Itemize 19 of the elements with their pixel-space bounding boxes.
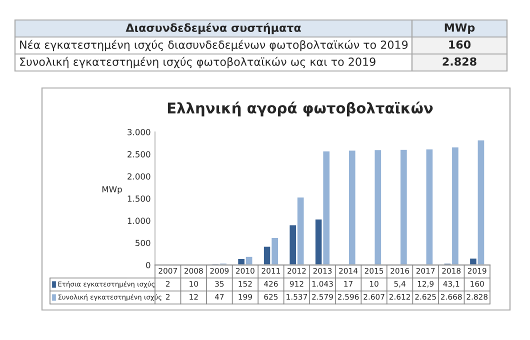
text: MWp bbox=[444, 23, 475, 34]
y-tick-label: 500 bbox=[136, 240, 150, 246]
bar bbox=[424, 148, 434, 265]
bar bbox=[399, 148, 408, 265]
text: Συνολική εγκατεστημένη ισχύς φωτοβολταϊκών ως και το 2019 bbox=[20, 56, 376, 68]
bar bbox=[348, 149, 357, 265]
y-tick-label: 1.000 bbox=[128, 218, 150, 224]
bar bbox=[373, 148, 382, 265]
y-tick-label: 1.500 bbox=[128, 195, 150, 202]
text: 2.828 bbox=[442, 57, 476, 66]
y-axis-title: MWp bbox=[102, 186, 122, 194]
text: 160 bbox=[449, 40, 471, 49]
y-tick-label: 0 bbox=[146, 262, 150, 268]
y-tick-label: 2.500 bbox=[128, 151, 150, 158]
text: Διασυνδεδεμένα συστήματα bbox=[126, 22, 301, 34]
chart-title: Ελληνική αγορά φωτοβολταϊκών bbox=[168, 102, 433, 116]
y-tick-label: 2.000 bbox=[128, 173, 150, 180]
text: Νέα εγκατεστημένη ισχύς διασυνδεδεμένων φωτοβολταϊκών το 2019 bbox=[20, 40, 408, 52]
y-tick-label: 3.000 bbox=[128, 128, 150, 136]
